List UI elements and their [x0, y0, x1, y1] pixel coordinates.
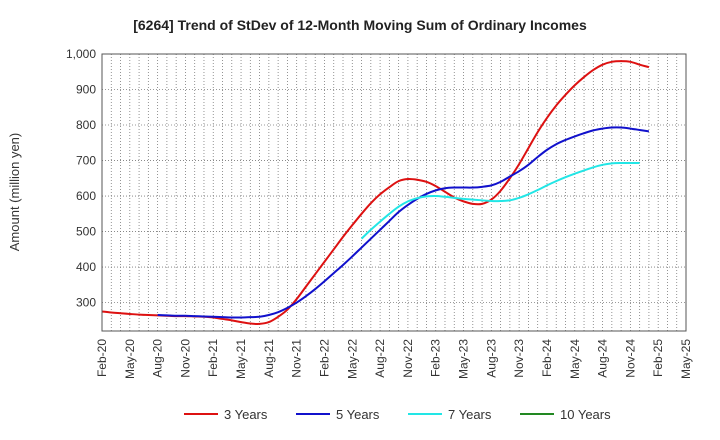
x-tick-label: May-21: [234, 339, 248, 379]
y-axis-ticks: 300 400 500 600 700 800 900 1,000: [66, 47, 96, 310]
series-layer: [101, 60, 650, 325]
y-tick-label: 900: [76, 83, 96, 97]
y-tick-label: 1,000: [66, 47, 96, 61]
x-tick-label: Feb-21: [206, 339, 220, 377]
x-tick-label: Nov-24: [623, 339, 637, 378]
y-tick-label: 700: [76, 154, 96, 168]
y-tick-label: 300: [76, 296, 96, 310]
y-tick-label: 800: [76, 118, 96, 132]
legend-label: 5 Years: [336, 407, 380, 422]
plot-border: [101, 53, 687, 332]
x-tick-label: Feb-25: [651, 339, 665, 377]
x-tick-label: May-22: [345, 339, 359, 379]
x-tick-label: Feb-24: [540, 339, 554, 377]
legend-label: 7 Years: [448, 407, 492, 422]
x-tick-label: Aug-20: [151, 339, 165, 378]
legend-label: 10 Years: [560, 407, 611, 422]
y-tick-label: 400: [76, 260, 96, 274]
x-tick-label: Nov-20: [178, 339, 192, 378]
x-tick-label: Nov-22: [401, 339, 415, 378]
plot-area: [102, 54, 686, 331]
legend-label: 3 Years: [224, 407, 268, 422]
x-tick-label: Feb-20: [95, 339, 109, 377]
x-tick-label: May-25: [679, 339, 693, 379]
x-tick-label: Aug-23: [484, 339, 498, 378]
series-line-7-years: [360, 161, 640, 240]
y-tick-label: 600: [76, 189, 96, 203]
gridlines: [102, 53, 686, 331]
x-tick-label: May-24: [568, 339, 582, 379]
x-tick-label: May-20: [123, 339, 137, 379]
x-tick-label: May-23: [457, 339, 471, 379]
legend: 3 Years 5 Years 7 Years 10 Years: [184, 407, 611, 422]
x-tick-label: Aug-22: [373, 339, 387, 378]
x-axis-ticks: Feb-20 May-20 Aug-20 Nov-20 Feb-21 May-21 Aug-…: [95, 339, 693, 379]
x-tick-label: Nov-21: [290, 339, 304, 378]
x-tick-label: Aug-21: [262, 339, 276, 378]
y-axis-label: Amount (million yen): [7, 133, 22, 252]
plot-frame: [101, 53, 687, 332]
x-tick-label: Feb-23: [429, 339, 443, 377]
y-tick-label: 500: [76, 225, 96, 239]
x-tick-label: Feb-22: [317, 339, 331, 377]
x-tick-label: Aug-24: [596, 339, 610, 378]
x-tick-label: Nov-23: [512, 339, 526, 378]
chart-title: [6264] Trend of StDev of 12-Month Moving…: [133, 17, 587, 33]
plot-background: [102, 54, 686, 331]
series-line-5-years: [157, 126, 650, 319]
